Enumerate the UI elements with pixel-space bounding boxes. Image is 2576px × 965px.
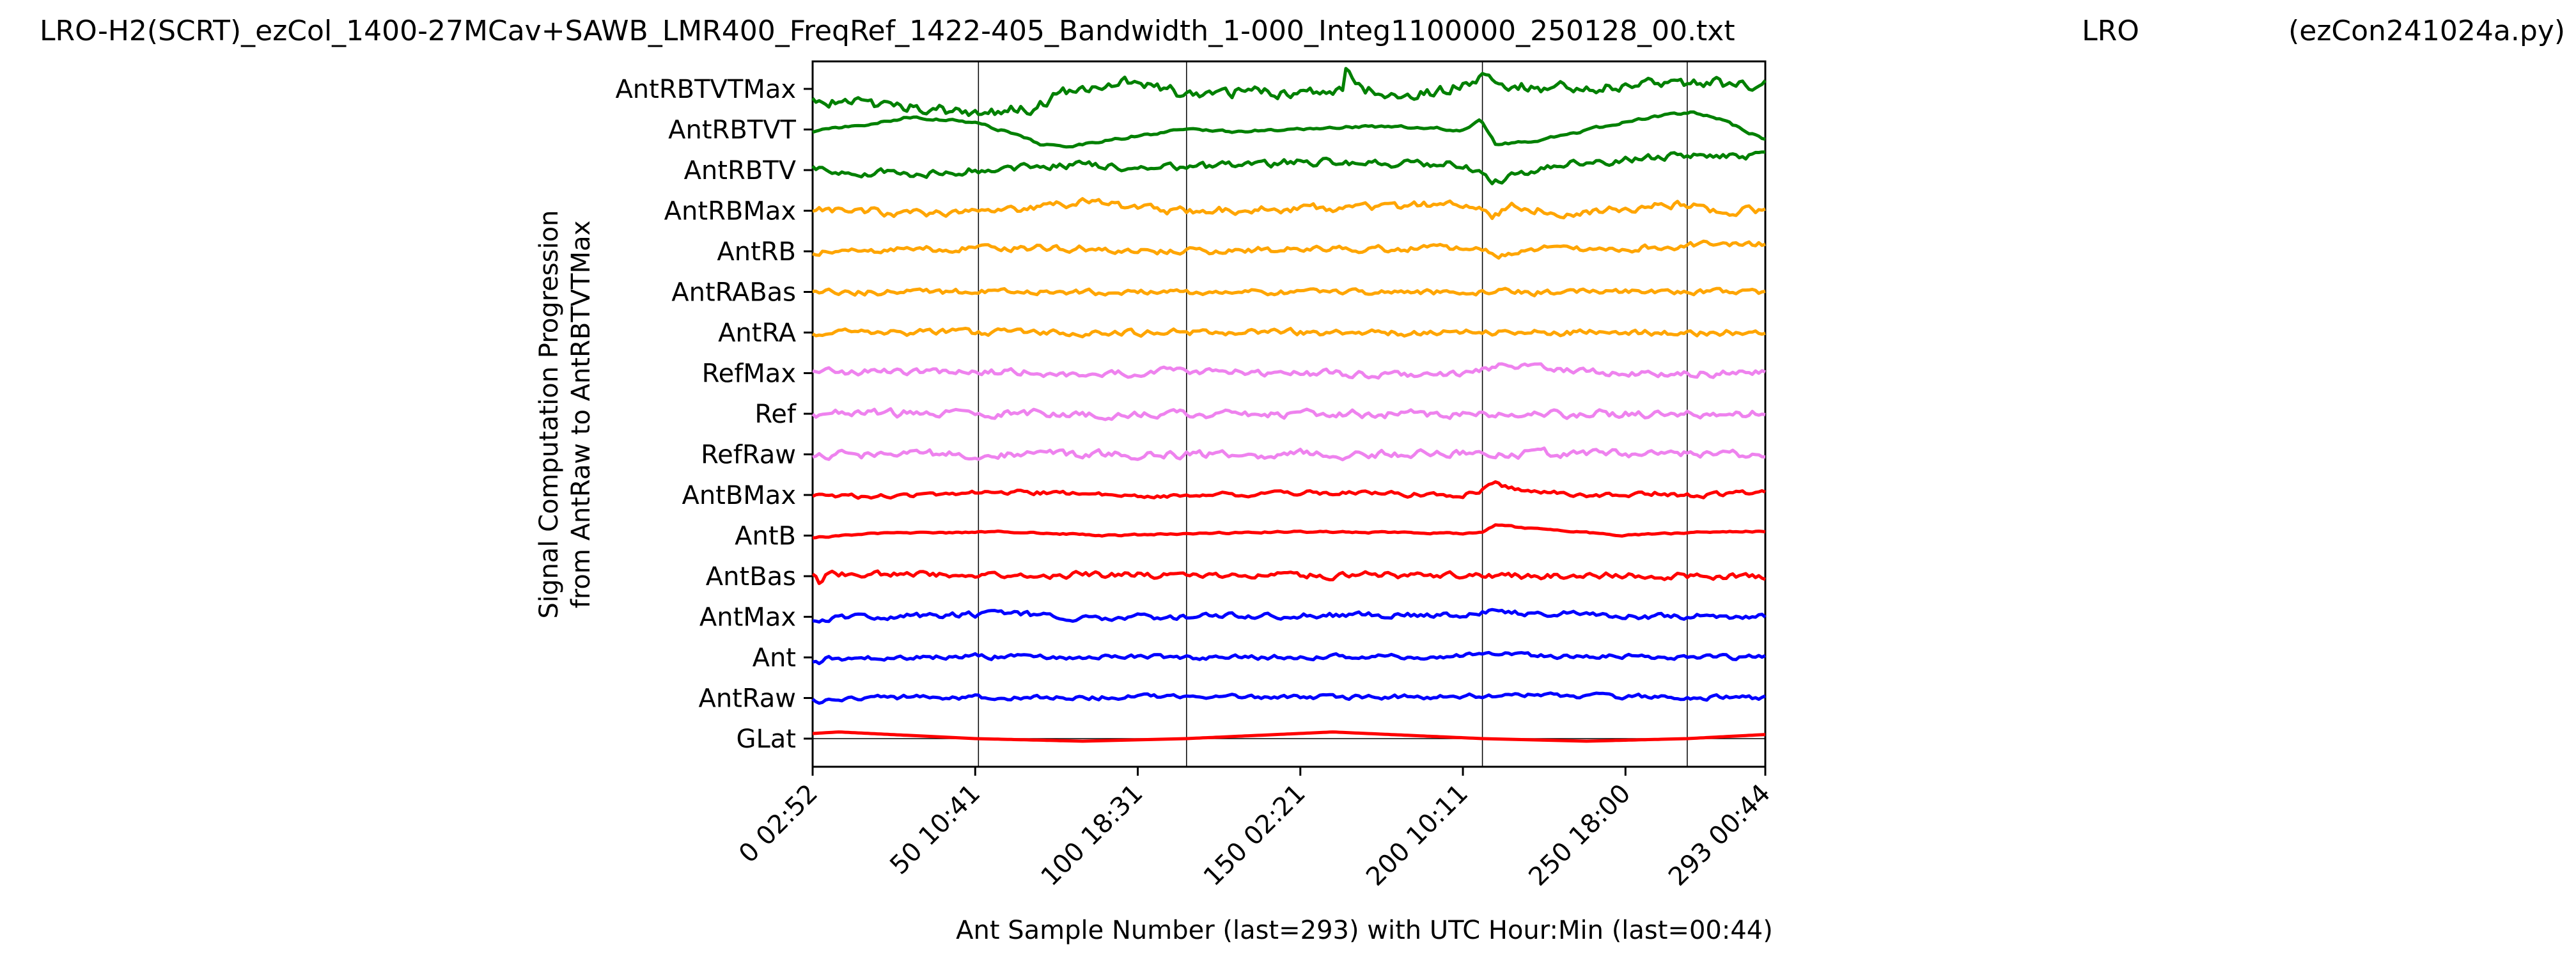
series-line-RefMax — [812, 362, 1766, 380]
series-line-AntB — [812, 523, 1766, 540]
y-tick-label-AntRaw: AntRaw — [698, 684, 796, 714]
title-station: LRO — [2082, 15, 2139, 47]
y-tick-label-AntMax: AntMax — [699, 603, 796, 632]
y-tick-label-AntRBTV: AntRBTV — [684, 156, 797, 185]
x-axis-ticks: 0 02:52 50 10:41 100 18:31 150 02:21 200 10:… — [733, 767, 1776, 892]
series-line-Ref — [811, 407, 1766, 421]
series-line-Ant — [812, 650, 1767, 666]
y-tick-label-AntRBTVT: AntRBTVT — [668, 116, 796, 145]
y-tick-label-AntBMax: AntBMax — [682, 481, 796, 510]
title-filename: LRO-H2(SCRT)_ezCol_1400-27MCav+SAWB_LMR4… — [40, 15, 1735, 47]
x-axis-label: Ant Sample Number (last=293) with UTC Ho… — [956, 916, 1773, 945]
series-line-AntRB — [812, 239, 1766, 260]
series-line-AntMax — [812, 608, 1767, 624]
series-line-AntRBTVT — [812, 110, 1766, 149]
x-tick-label: 50 10:41 — [884, 779, 986, 881]
series-line-AntRaw — [811, 691, 1766, 705]
series-lines — [811, 67, 1767, 743]
y-tick-label-Ant: Ant — [753, 643, 796, 673]
y-axis-ticks: AntRBTVTMax AntRBTVT AntRBTV AntRBMax AntRB A… — [615, 75, 813, 754]
series-line-AntRABas — [812, 286, 1766, 297]
y-tick-label-AntRBTVTMax: AntRBTVTMax — [615, 75, 796, 104]
y-axis-label-line-1: Signal Computation Progression — [535, 210, 564, 619]
series-line-AntBas — [811, 569, 1766, 585]
y-tick-label-AntRABas: AntRABas — [671, 278, 796, 308]
x-tick-label: 250 18:00 — [1523, 779, 1636, 892]
series-line-AntBMax — [811, 480, 1766, 500]
y-axis-label-line-2: from AntRaw to AntRBTVTMax — [566, 221, 596, 608]
x-tick-label: 0 02:52 — [733, 779, 824, 869]
y-tick-label-AntRBMax: AntRBMax — [664, 197, 796, 226]
series-line-AntRBMax — [812, 197, 1766, 221]
series-line-AntRBTVTMax — [811, 67, 1767, 117]
y-tick-label-RefRaw: RefRaw — [701, 441, 796, 470]
y-tick-label-RefMax: RefMax — [702, 359, 796, 389]
y-tick-label-AntB: AntB — [735, 522, 796, 551]
x-tick-label: 293 00:44 — [1663, 779, 1776, 892]
series-line-RefRaw — [812, 446, 1766, 462]
series-line-GLat — [812, 730, 1766, 743]
y-tick-label-Ref: Ref — [754, 400, 797, 429]
x-tick-label: 200 10:11 — [1361, 779, 1474, 892]
x-tick-label: 100 18:31 — [1036, 779, 1149, 892]
y-tick-label-AntRA: AntRA — [718, 318, 797, 348]
title-program: (ezCon241024a.py) — [2288, 15, 2565, 47]
y-tick-label-AntRB: AntRB — [717, 237, 796, 267]
x-tick-label: 150 02:21 — [1198, 779, 1311, 892]
series-line-AntRBTV — [811, 150, 1766, 185]
y-tick-label-GLat: GLat — [737, 725, 796, 754]
series-line-AntRA — [811, 326, 1766, 339]
y-tick-label-AntBas: AntBas — [706, 562, 796, 592]
